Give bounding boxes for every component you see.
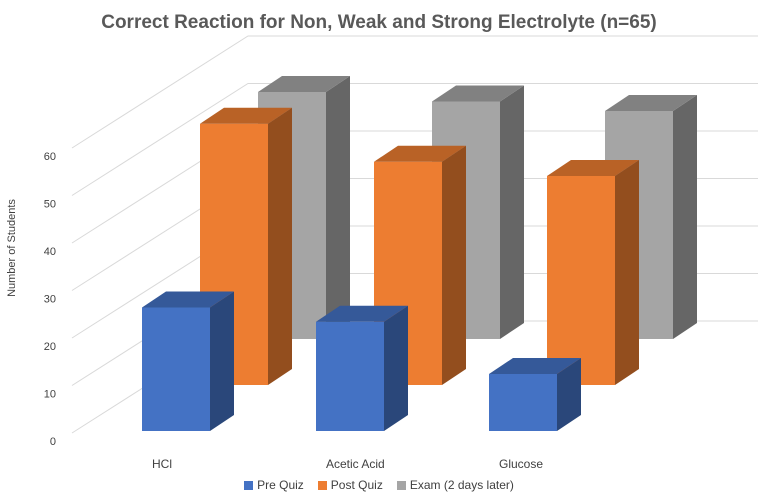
- y-tick-label: 60: [44, 151, 56, 163]
- bars: [142, 76, 697, 431]
- x-tick-label: HCl: [152, 457, 172, 471]
- y-tick-label: 10: [44, 389, 56, 401]
- legend-item-pre-quiz: Pre Quiz: [244, 478, 304, 492]
- bar-side: [384, 305, 408, 431]
- bar-front: [316, 321, 384, 431]
- bar-pre-quiz-glucose: [489, 358, 581, 431]
- legend-swatch-pre-quiz: [244, 480, 254, 490]
- bar-pre-quiz-acetic-acid: [316, 305, 408, 431]
- y-tick-label: 0: [50, 436, 56, 448]
- legend-swatch-post-quiz: [317, 480, 327, 490]
- x-tick-label: Glucose: [499, 457, 543, 471]
- bar-front: [489, 374, 557, 431]
- legend-label-exam: Exam (2 days later): [409, 478, 514, 492]
- bar-top: [142, 291, 234, 308]
- bar-side: [442, 145, 466, 385]
- bar-top: [432, 85, 524, 102]
- bar-top: [316, 305, 408, 322]
- y-tick-label: 40: [44, 246, 56, 258]
- bar-top: [200, 107, 292, 124]
- bar-side: [500, 85, 524, 339]
- bar-side: [326, 76, 350, 339]
- bar-side: [615, 160, 639, 385]
- legend-item-post-quiz: Post Quiz: [317, 478, 383, 492]
- legend: Pre Quiz Post Quiz Exam (2 days later): [0, 478, 758, 492]
- bar-top: [489, 358, 581, 374]
- bar-top: [605, 95, 697, 111]
- bar-front: [547, 176, 615, 385]
- x-tick-label: Acetic Acid: [326, 457, 385, 471]
- gridline: [71, 35, 758, 149]
- bar-side: [210, 291, 234, 431]
- legend-item-exam: Exam (2 days later): [396, 478, 514, 492]
- y-tick-label: 50: [44, 199, 56, 211]
- bar-top: [258, 76, 350, 92]
- legend-label-post-quiz: Post Quiz: [330, 478, 383, 492]
- legend-swatch-exam: [396, 480, 406, 490]
- bar-side: [557, 358, 581, 431]
- bar-side: [673, 95, 697, 339]
- bar-top: [547, 160, 639, 176]
- bar-top: [374, 145, 466, 162]
- legend-label-pre-quiz: Pre Quiz: [257, 478, 304, 492]
- chart-title: Correct Reaction for Non, Weak and Stron…: [101, 12, 657, 33]
- y-tick-label: 30: [44, 294, 56, 306]
- y-tick-label: 20: [44, 341, 56, 353]
- bar-front: [142, 307, 210, 431]
- bar-side: [268, 107, 292, 385]
- bar-pre-quiz-hcl: [142, 291, 234, 431]
- bar-post-quiz-glucose: [547, 160, 639, 385]
- gridline: [71, 83, 758, 196]
